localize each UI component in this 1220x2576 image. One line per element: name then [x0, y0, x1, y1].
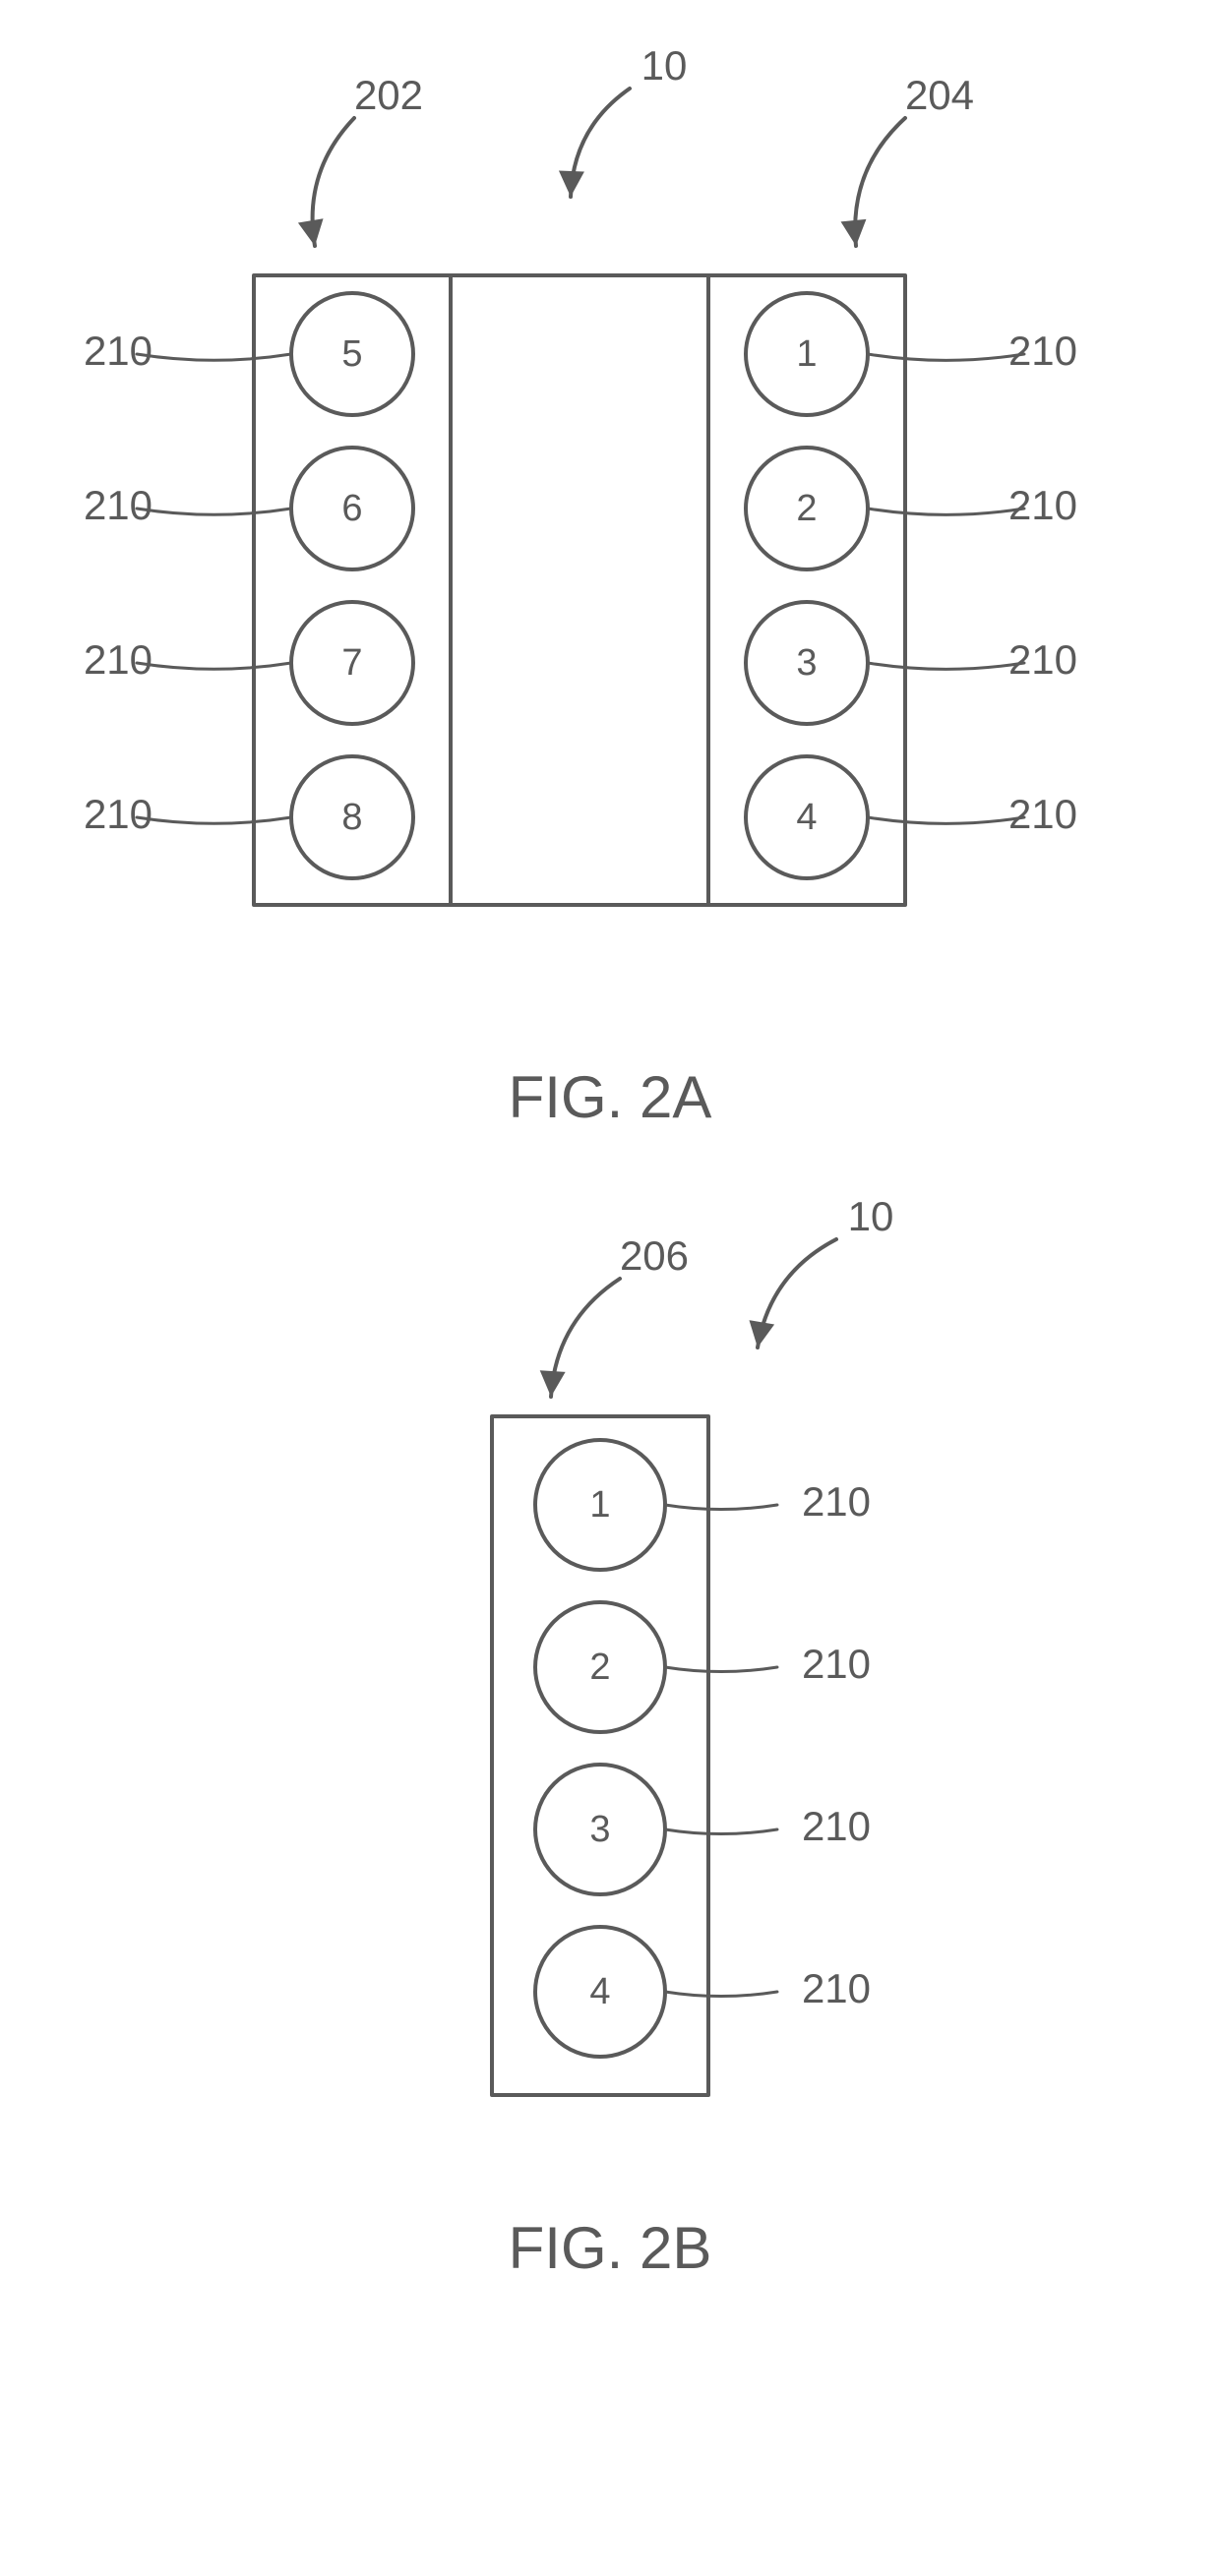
figB-cylinder-3-num: 3: [589, 1809, 610, 1850]
figA-arrow-1-label: 10: [641, 42, 688, 89]
figB-arrow-0-shaft: [551, 1279, 620, 1397]
figA-arrow-2-head-icon: [841, 219, 867, 246]
figA-leader-6: [137, 509, 291, 514]
figA-caption: FIG. 2A: [509, 1064, 712, 1130]
figA-ref-2: 210: [1008, 482, 1077, 528]
figB-leader-1: [665, 1505, 777, 1510]
figA-ref-4: 210: [1008, 791, 1077, 837]
figA-arrow-1-head-icon: [559, 171, 584, 197]
figA-cylinder-5-num: 5: [341, 333, 362, 375]
figA-cylinder-6-num: 6: [341, 488, 362, 529]
figA-arrow-2-label: 204: [905, 72, 974, 118]
figA-cylinder-7-num: 7: [341, 642, 362, 684]
figA-ref-8: 210: [84, 791, 152, 837]
figB-arrow-0-head-icon: [540, 1370, 566, 1397]
figA-arrow-0-head-icon: [298, 218, 324, 246]
figA-cylinder-4-num: 4: [796, 797, 817, 838]
figB-ref-3: 210: [802, 1803, 871, 1849]
figB-leader-4: [665, 1992, 777, 1997]
figA-cylinder-3-num: 3: [796, 642, 817, 684]
figB-cylinder-2-num: 2: [589, 1647, 610, 1688]
figA-leader-5: [137, 354, 291, 360]
figB-arrow-1-shaft: [758, 1239, 836, 1348]
figB-arrow-0-label: 206: [620, 1232, 689, 1279]
figB-arrow-1-head-icon: [749, 1320, 774, 1348]
figA-cylinder-8-num: 8: [341, 797, 362, 838]
figA-leader-4: [868, 817, 1024, 823]
figB-leader-2: [665, 1667, 777, 1672]
figB-ref-2: 210: [802, 1641, 871, 1687]
figA-ref-5: 210: [84, 328, 152, 374]
figA-ref-3: 210: [1008, 636, 1077, 683]
figA-arrow-0-label: 202: [354, 72, 423, 118]
figA-ref-1: 210: [1008, 328, 1077, 374]
figB-leader-3: [665, 1829, 777, 1834]
figA-leader-8: [137, 817, 291, 823]
figB-arrow-1-label: 10: [848, 1193, 894, 1239]
figA-cylinder-1-num: 1: [796, 333, 817, 375]
figA-cylinder-2-num: 2: [796, 488, 817, 529]
figB-cylinder-1-num: 1: [589, 1484, 610, 1526]
figA-leader-7: [137, 663, 291, 669]
figA-arrow-1-shaft: [571, 89, 630, 197]
figB-ref-1: 210: [802, 1478, 871, 1525]
figB-cylinder-4-num: 4: [589, 1971, 610, 2012]
figB-ref-4: 210: [802, 1965, 871, 2011]
figA-leader-3: [868, 663, 1024, 669]
figA-ref-6: 210: [84, 482, 152, 528]
figA-ref-7: 210: [84, 636, 152, 683]
figA-leader-2: [868, 509, 1024, 514]
figB-caption: FIG. 2B: [509, 2215, 712, 2281]
figA-leader-1: [868, 354, 1024, 360]
